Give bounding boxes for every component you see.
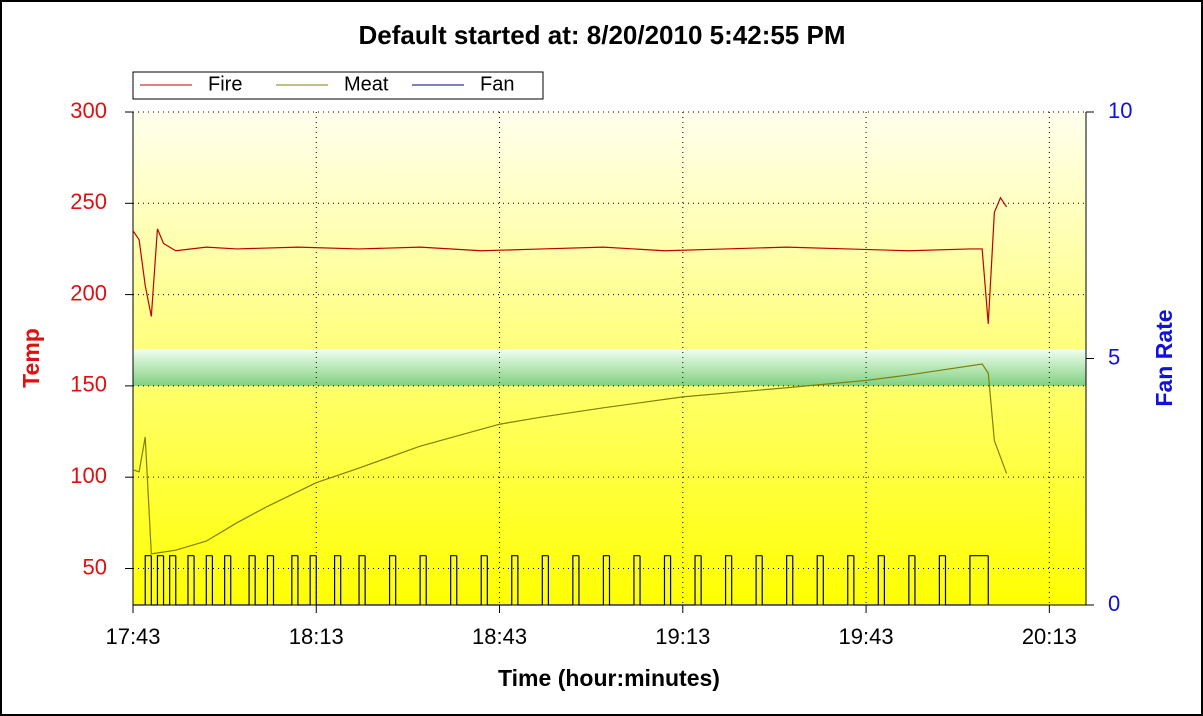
fan-step <box>608 555 634 606</box>
fan-step <box>883 555 909 606</box>
fan-step <box>291 555 298 605</box>
fan-step <box>456 555 482 606</box>
highlight-band <box>133 349 1086 386</box>
series-line <box>132 363 1008 555</box>
y-tick-label: 300 <box>70 98 107 123</box>
fan-step <box>944 555 970 606</box>
fan-step <box>486 555 512 606</box>
y2-tick-label: 5 <box>1108 344 1120 369</box>
fan-step <box>297 555 311 606</box>
legend <box>132 71 544 100</box>
legend-label: Fan <box>480 73 514 95</box>
fan-step <box>230 555 250 606</box>
fan-step <box>724 555 732 605</box>
fan-step <box>853 555 879 606</box>
fan-step <box>144 555 152 605</box>
fan-step <box>639 555 665 606</box>
y-tick-label: 100 <box>70 463 107 488</box>
fan-step <box>847 555 854 605</box>
fan-step <box>224 555 231 605</box>
fan-step <box>480 555 488 605</box>
fan-step <box>755 555 763 605</box>
fan-step <box>816 555 824 605</box>
series-line <box>132 196 1008 324</box>
fan-step <box>419 555 427 605</box>
fan-step <box>309 555 317 605</box>
fan-step <box>211 555 225 606</box>
fan-step <box>663 555 671 605</box>
fan-step <box>731 555 757 606</box>
fan-step <box>633 555 641 605</box>
fan-step <box>205 555 213 605</box>
y-axis-label: Temp <box>18 328 44 388</box>
y2-tick-label: 0 <box>1108 591 1120 616</box>
fan-step <box>187 555 195 605</box>
fan-step <box>150 555 158 606</box>
y-tick-label: 150 <box>70 372 107 397</box>
fan-step <box>358 555 366 605</box>
fan-step <box>388 555 396 605</box>
fan-step <box>602 555 610 605</box>
y-tick-label: 50 <box>83 554 107 579</box>
legend-label: Fire <box>208 73 242 95</box>
y2-tick-label: 10 <box>1108 98 1132 123</box>
x-tick-label: 17:43 <box>105 624 160 649</box>
fan-step <box>761 555 787 606</box>
fan-step <box>340 555 360 606</box>
x-tick-label: 18:43 <box>472 624 527 649</box>
fan-step <box>908 555 915 605</box>
fan-step <box>425 555 451 606</box>
legend-label: Meat <box>344 73 389 95</box>
fan-step <box>786 555 793 605</box>
fan-step <box>541 555 549 605</box>
y-tick-label: 250 <box>70 189 107 214</box>
fan-step <box>572 555 579 605</box>
x-axis-label: Time (hour:minutes) <box>498 665 720 691</box>
fan-step <box>333 555 341 605</box>
fan-step <box>315 555 335 606</box>
fan-step <box>578 555 604 606</box>
fan-step <box>272 555 292 606</box>
fan-step <box>669 555 696 606</box>
fan-step <box>511 555 518 605</box>
fan-step <box>938 555 946 605</box>
fan-step <box>547 555 573 606</box>
fan-step <box>175 555 188 606</box>
y2-axis-label: Fan Rate <box>1151 309 1177 406</box>
fan-step <box>254 555 268 606</box>
x-tick-label: 18:13 <box>289 624 344 649</box>
fan-step <box>266 555 274 605</box>
fan-step <box>700 555 726 606</box>
fan-step <box>248 555 256 605</box>
fan-step <box>877 555 885 605</box>
fan-step <box>517 555 543 606</box>
fan-step <box>156 555 164 605</box>
fan-step <box>822 555 848 606</box>
fan-step <box>694 555 702 605</box>
fan-step <box>162 555 170 606</box>
chart-title: Default started at: 8/20/2010 5:42:55 PM <box>359 20 846 50</box>
x-tick-label: 19:13 <box>655 624 710 649</box>
fan-step <box>169 555 176 605</box>
fan-step <box>914 555 940 606</box>
y-tick-label: 200 <box>70 280 107 305</box>
fan-step <box>792 555 818 606</box>
fan-step <box>969 555 989 605</box>
fan-step <box>364 555 390 606</box>
fan-step <box>450 555 457 605</box>
fan-step <box>395 555 421 606</box>
x-tick-label: 19:43 <box>839 624 894 649</box>
fan-step <box>193 555 207 606</box>
x-tick-label: 20:13 <box>1022 624 1077 649</box>
